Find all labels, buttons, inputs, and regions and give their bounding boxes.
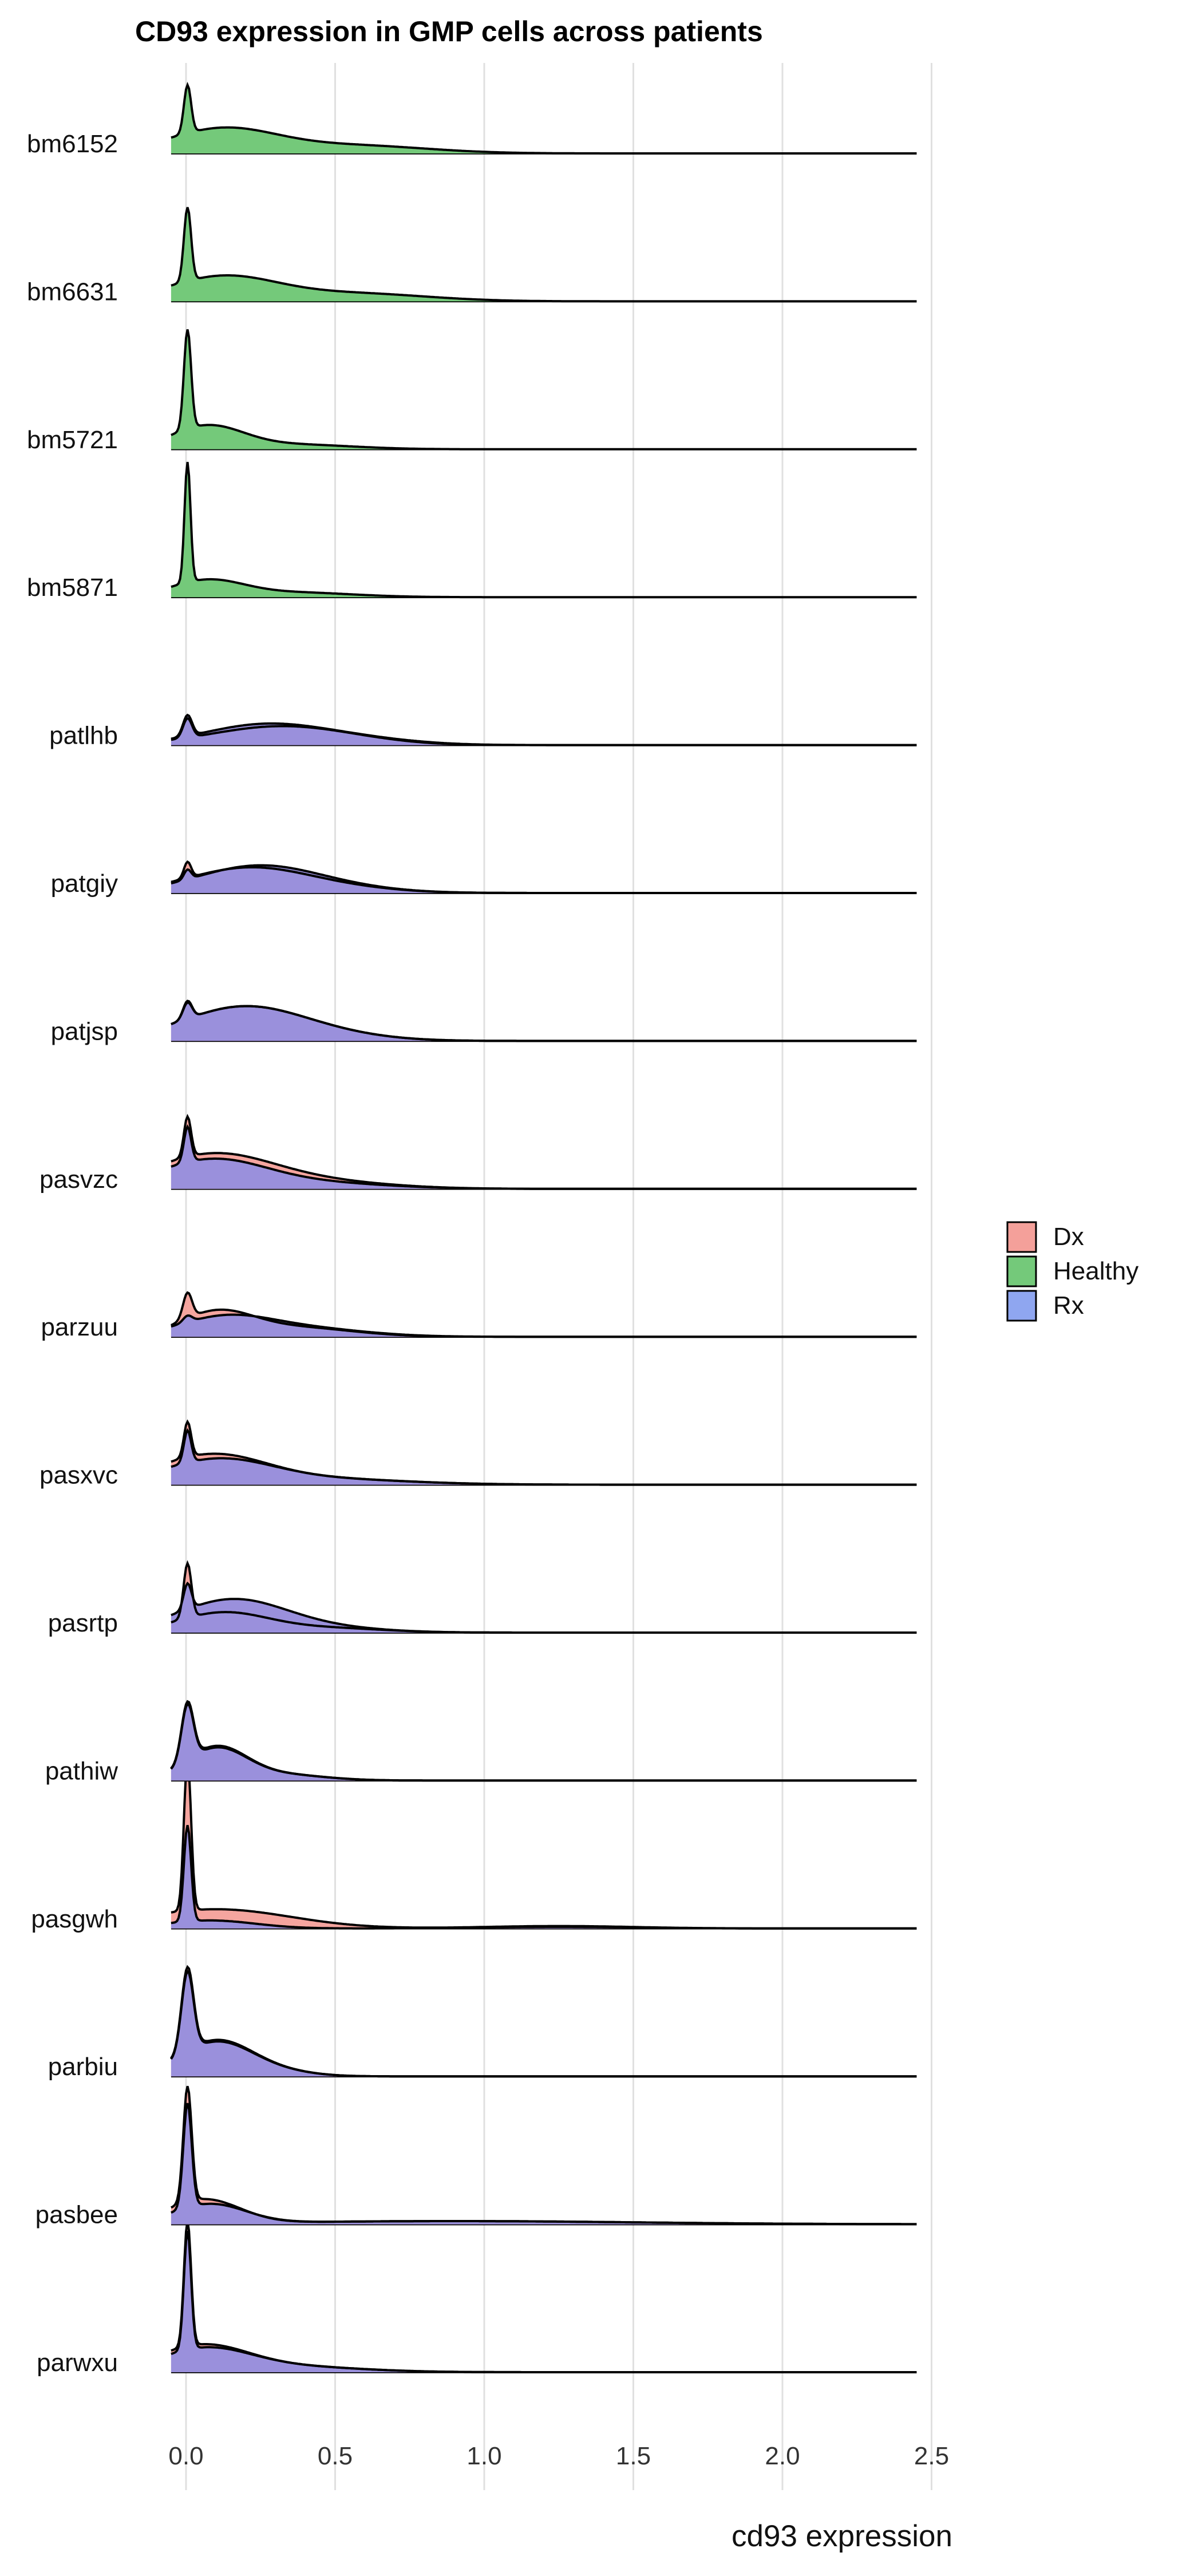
density-line-dx bbox=[171, 1758, 917, 1930]
density-line-healthy bbox=[171, 461, 917, 599]
chart-title: CD93 expression in GMP cells across pati… bbox=[135, 15, 763, 48]
legend-swatch-healthy bbox=[1006, 1255, 1037, 1287]
density-line-dx bbox=[171, 1560, 917, 1634]
legend-swatch-rx bbox=[1006, 1290, 1037, 1322]
x-tick-labels: 0.0 0.5 1.0 1.5 2.0 2.5 bbox=[168, 2442, 949, 2470]
row-label: pasrtp bbox=[48, 1609, 118, 1637]
row-label: bm5721 bbox=[27, 426, 118, 454]
density-line-rx bbox=[171, 999, 917, 1042]
density-line-dx bbox=[170, 1700, 917, 1782]
density-line-dx bbox=[171, 2085, 917, 2226]
legend-label: Healthy bbox=[1053, 1257, 1138, 1285]
x-tick-label: 2.0 bbox=[765, 2442, 800, 2470]
density-line-rx bbox=[171, 2103, 917, 2226]
x-tick-label: 2.5 bbox=[914, 2442, 949, 2470]
density-area-healthy bbox=[171, 329, 917, 449]
legend: Dx Healthy Rx bbox=[1006, 1221, 1138, 1322]
density-area-rx bbox=[171, 715, 917, 745]
ridge-pasrtp bbox=[171, 1560, 917, 1634]
density-line-healthy bbox=[171, 329, 917, 451]
x-tick-label: 0.5 bbox=[318, 2442, 353, 2470]
row-labels: parwxu pasbee parbiu pasgwh pathiw pasrtp pasx… bbox=[27, 130, 118, 2377]
row-label: bm6631 bbox=[27, 278, 118, 306]
density-area-rx bbox=[171, 1825, 917, 1929]
legend-swatch-dx bbox=[1006, 1221, 1037, 1253]
density-line-healthy bbox=[171, 81, 917, 155]
density-area-rx bbox=[171, 1127, 917, 1189]
density-line-healthy bbox=[171, 207, 917, 303]
density-area-dx bbox=[171, 2221, 917, 2372]
ridge-pasgwh bbox=[171, 1758, 917, 1930]
density-area-rx bbox=[171, 1430, 917, 1485]
density-line-dx bbox=[171, 2221, 917, 2373]
ridge-bm5871 bbox=[171, 461, 917, 599]
density-area-dx bbox=[171, 1967, 917, 2077]
density-area-healthy bbox=[171, 462, 917, 598]
density-line-rx bbox=[171, 1313, 917, 1338]
density-area-healthy bbox=[171, 85, 917, 153]
row-label: patgiy bbox=[51, 870, 118, 898]
density-area-rx bbox=[171, 1704, 917, 1781]
legend-label: Dx bbox=[1053, 1223, 1084, 1251]
ridge-parwxu bbox=[171, 2221, 917, 2373]
row-label: pasxvc bbox=[39, 1461, 118, 1490]
ridge-pathiw bbox=[170, 1700, 917, 1782]
legend-label: Rx bbox=[1053, 1291, 1084, 1319]
row-label: patlhb bbox=[49, 722, 118, 750]
row-label: pasvzc bbox=[39, 1165, 118, 1194]
ridge-bm6631 bbox=[171, 207, 917, 303]
density-area-rx bbox=[171, 2231, 917, 2372]
ridge-pasbee bbox=[171, 2085, 917, 2226]
row-label: patjsp bbox=[51, 1017, 118, 1045]
density-line-rx bbox=[171, 864, 917, 894]
ridge-bm6152 bbox=[171, 81, 917, 155]
ridge-parzuu bbox=[171, 1291, 917, 1338]
x-tick-label: 1.0 bbox=[466, 2442, 501, 2470]
row-label: pasgwh bbox=[31, 1905, 118, 1933]
x-tick-label: 0.0 bbox=[168, 2442, 203, 2470]
density-line-rx bbox=[171, 2230, 917, 2373]
density-area-healthy bbox=[171, 207, 917, 302]
row-label: bm5871 bbox=[27, 574, 118, 602]
ridge-patlhb bbox=[171, 713, 917, 746]
row-label: pasbee bbox=[35, 2201, 118, 2229]
row-label: parwxu bbox=[37, 2349, 118, 2377]
density-area-rx bbox=[171, 1314, 917, 1337]
density-line-rx bbox=[171, 713, 917, 746]
ridge-parbiu bbox=[170, 1965, 917, 2078]
ridge-pasxvc bbox=[171, 1419, 917, 1486]
row-label: bm6152 bbox=[27, 130, 118, 158]
density-line-rx bbox=[170, 1702, 917, 1782]
x-tick-label: 1.5 bbox=[616, 2442, 651, 2470]
density-line-dx bbox=[170, 1965, 917, 2078]
density-line-rx bbox=[171, 1825, 917, 1930]
density-area-rx bbox=[171, 865, 917, 893]
density-area-rx bbox=[171, 1001, 917, 1041]
density-area-rx bbox=[171, 2103, 917, 2225]
ridges bbox=[170, 81, 917, 2373]
ridge-bm5721 bbox=[171, 329, 917, 451]
density-line-rx bbox=[171, 1581, 917, 1634]
ridge-pasvzc bbox=[171, 1113, 917, 1190]
row-label: parbiu bbox=[48, 2053, 118, 2081]
ridge-patjsp bbox=[171, 999, 917, 1042]
density-line-rx bbox=[171, 1428, 917, 1486]
row-label: parzuu bbox=[41, 1313, 118, 1341]
x-axis-title: cd93 expression bbox=[732, 2519, 952, 2553]
density-area-dx bbox=[171, 1758, 917, 1929]
ridge-patgiy bbox=[171, 860, 917, 894]
density-line-rx bbox=[170, 1969, 917, 2078]
density-area-dx bbox=[171, 1701, 917, 1781]
row-label: pathiw bbox=[45, 1757, 118, 1785]
density-line-rx bbox=[171, 1124, 917, 1190]
grid-lines bbox=[185, 63, 932, 2490]
density-area-rx bbox=[171, 1971, 917, 2077]
density-area-dx bbox=[171, 2086, 917, 2225]
density-area-rx bbox=[171, 1583, 917, 1633]
